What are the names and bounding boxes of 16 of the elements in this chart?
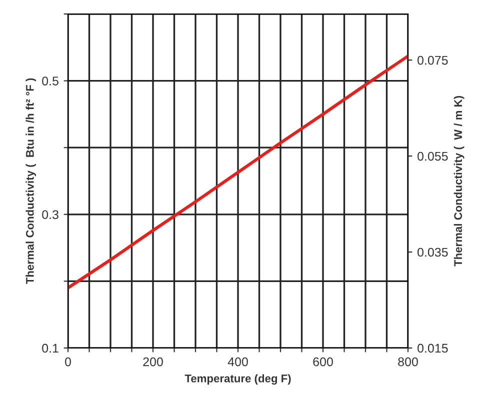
y-axis-title: Thermal Conductivity ( Btu in /h ft² °F ): [26, 78, 36, 284]
y-tick-label: 0.1: [42, 344, 58, 353]
y-tick-label: 0.5: [42, 76, 58, 86]
x-axis-title: Temperature (deg F): [184, 374, 291, 385]
line-series: [68, 54, 408, 290]
x-tick-label: 800: [398, 357, 418, 366]
y2-tick-label: 0.055: [418, 152, 448, 161]
y2-tick-label: 0.035: [418, 248, 448, 257]
y2-tick-label: 0.075: [418, 56, 448, 65]
x-tick-label: 400: [228, 357, 248, 366]
x-tick-label: 0: [65, 357, 71, 366]
y2-axis-title: Thermal Conductivity ( W / m K): [454, 96, 464, 266]
y-tick-label: 0.3: [42, 210, 58, 220]
x-tick-label: 200: [143, 357, 163, 366]
y2-tick-label: 0.015: [418, 344, 448, 353]
x-tick-label: 600: [313, 357, 333, 366]
